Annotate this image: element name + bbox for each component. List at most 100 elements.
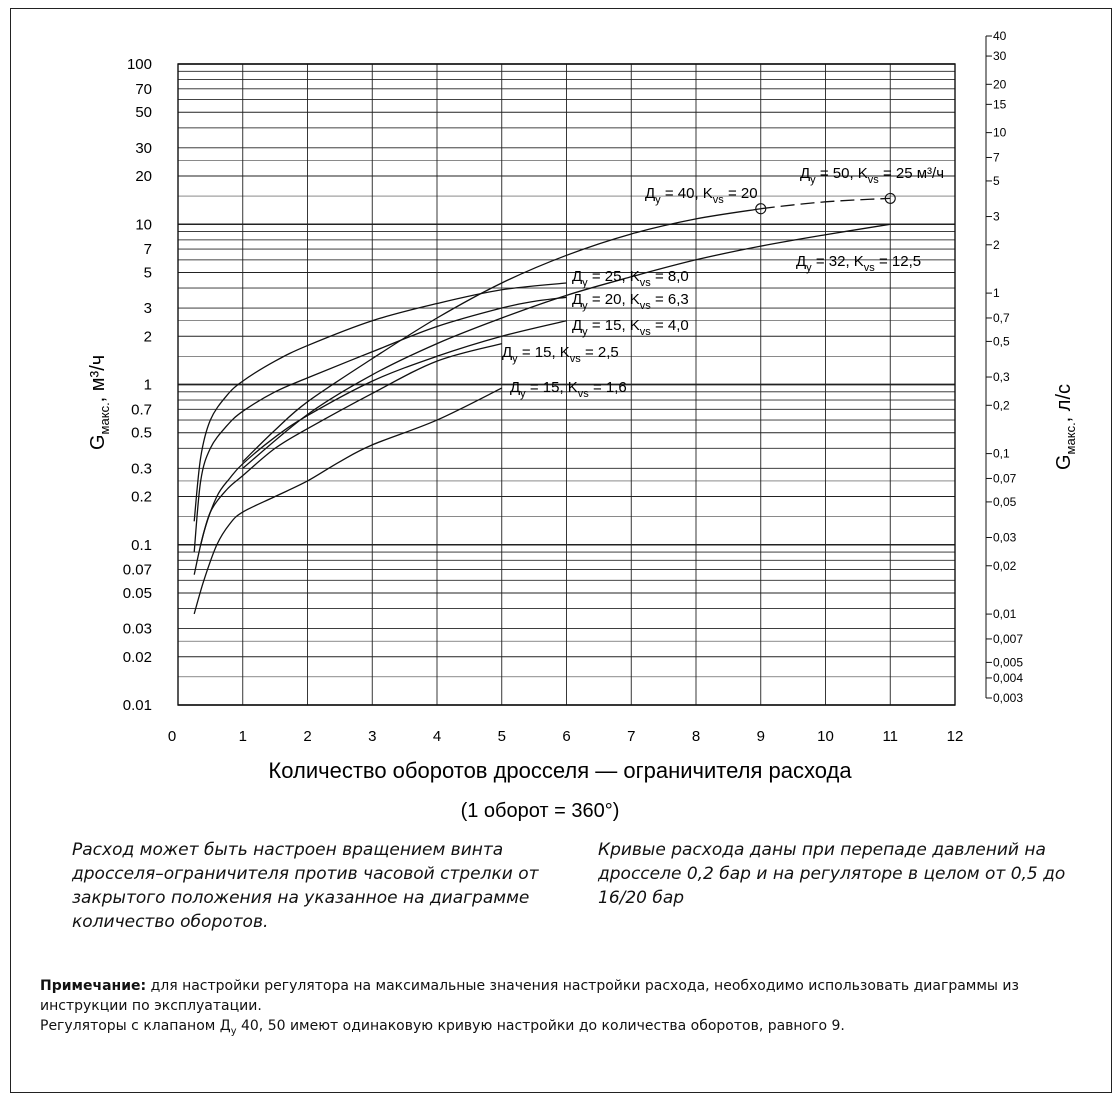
plot-area bbox=[177, 63, 956, 706]
series-line-6 bbox=[193, 320, 567, 575]
y2-tick-label: 30 bbox=[993, 49, 1007, 63]
y2-tick-label: 0,3 bbox=[993, 370, 1010, 384]
y-tick-label: 10 bbox=[135, 216, 152, 233]
curve-label-part: у bbox=[810, 174, 816, 186]
y-tick-label: 0.01 bbox=[123, 697, 152, 714]
grid bbox=[177, 63, 956, 706]
y2-tick-label: 0,1 bbox=[993, 447, 1010, 461]
note-text: для настройки регулятора на максимальные… bbox=[40, 978, 1019, 1014]
x-tick-label: 2 bbox=[303, 728, 311, 745]
y-tick-label: 7 bbox=[144, 241, 152, 258]
curve-label-part: = 25, K bbox=[588, 268, 640, 285]
curve-label-part: Д bbox=[572, 268, 582, 285]
y2-tick-label: 7 bbox=[993, 150, 1000, 164]
flow-chart: 1007050302010753210.70.50.30.20.10.070.0… bbox=[87, 29, 1078, 822]
curve-label-part: = 25 м³/ч bbox=[879, 165, 944, 182]
y-tick-label: 0.07 bbox=[123, 562, 152, 579]
y2-tick-label: 10 bbox=[993, 126, 1007, 140]
curve-label-part: vs bbox=[868, 174, 880, 186]
y2-axis-title-main: G bbox=[1053, 454, 1075, 470]
x-tick-label: 4 bbox=[433, 728, 441, 745]
curve-label-part: vs bbox=[578, 388, 590, 400]
y-axis-title-main: G bbox=[87, 434, 109, 450]
curve-label-part: = 15, K bbox=[518, 344, 570, 361]
curve-label-4: Ду = 25, Kvs = 8,0 bbox=[572, 268, 689, 289]
note2-part-a: Регуляторы с клапаном Д bbox=[40, 1018, 231, 1034]
curves bbox=[193, 197, 891, 615]
y2-tick-label: 0,7 bbox=[993, 311, 1010, 325]
y2-tick-label: 0,003 bbox=[993, 691, 1023, 705]
y-tick-label: 30 bbox=[135, 140, 152, 157]
series-line-4 bbox=[193, 282, 567, 522]
curve-label-part: Д bbox=[796, 253, 806, 270]
x-tick-label: 8 bbox=[692, 728, 700, 745]
right-axis: 40 30 20 15 10 7 5 3 2 1 0,7 0,5 0,3 0,2 0,1 0,07 0,05 0,… bbox=[985, 29, 1023, 705]
y2-tick-label: 15 bbox=[993, 97, 1007, 111]
curve-label-part: = 1,6 bbox=[589, 379, 627, 396]
y2-tick-label: 0,007 bbox=[993, 632, 1023, 646]
curve-label-part: у bbox=[582, 300, 588, 312]
note2-part-b: 40, 50 имеют одинаковую кривую настройки… bbox=[236, 1018, 845, 1034]
curve-label-part: vs bbox=[640, 300, 652, 312]
footnote-line-1: Примечание: для настройки регулятора на … bbox=[40, 976, 1090, 1016]
curve-label-part: у bbox=[806, 262, 812, 274]
series-line-2 bbox=[242, 208, 761, 463]
note-label: Примечание: bbox=[40, 978, 147, 994]
curve-label-part: у bbox=[512, 353, 518, 365]
y-tick-label: 0.02 bbox=[123, 649, 152, 666]
x-axis-note: (1 оборот = 360°) bbox=[461, 800, 620, 822]
y2-tick-label: 3 bbox=[993, 210, 1000, 224]
x-tick-label: 1 bbox=[239, 728, 247, 745]
y-tick-label: 100 bbox=[127, 56, 152, 73]
curve-label-part: = 50, K bbox=[816, 165, 868, 182]
curve-label-3: Ду = 32, Kvs = 12,5 bbox=[796, 253, 921, 274]
curve-label-part: = 4,0 bbox=[651, 317, 689, 334]
curve-label-part: vs bbox=[640, 326, 652, 338]
y-tick-label: 5 bbox=[144, 264, 152, 281]
note2-sub: у bbox=[230, 1025, 237, 1037]
y-tick-label: 2 bbox=[144, 328, 152, 345]
y-tick-label: 0.1 bbox=[131, 537, 152, 554]
curve-label-5: Ду = 20, Kvs = 6,3 bbox=[572, 291, 689, 312]
x-tick-label: 5 bbox=[498, 728, 506, 745]
curve-label-part: Д bbox=[645, 185, 655, 202]
y-axis-title-sub: макс. bbox=[97, 402, 112, 434]
y2-tick-label: 0,004 bbox=[993, 671, 1023, 685]
x-tick-label: 12 bbox=[947, 728, 964, 745]
curve-label-part: у bbox=[655, 194, 661, 206]
curve-label-part: = 8,0 bbox=[651, 268, 689, 285]
x-tick-label: 9 bbox=[757, 728, 765, 745]
curve-label-6: Ду = 15, Kvs = 4,0 bbox=[572, 317, 689, 338]
y-axis-title-unit: , м³/ч bbox=[87, 355, 109, 403]
series-line-7 bbox=[200, 342, 502, 545]
curve-label-part: Д bbox=[510, 379, 520, 396]
y2-tick-label: 1 bbox=[993, 286, 1000, 300]
y2-tick-label: 0,005 bbox=[993, 655, 1023, 669]
y2-tick-label: 20 bbox=[993, 77, 1007, 91]
series-line-3 bbox=[242, 223, 891, 469]
curve-label-part: = 15, K bbox=[588, 317, 640, 334]
curve-label-part: = 15, K bbox=[526, 379, 578, 396]
marker-du40-end bbox=[755, 203, 767, 215]
y2-axis-title: Gмакс., л/с bbox=[1053, 384, 1078, 470]
curve-label-part: Д bbox=[572, 317, 582, 334]
curve-label-1: Ду = 50, Kvs = 25 м³/ч bbox=[800, 165, 944, 186]
y-tick-label: 0.03 bbox=[123, 621, 152, 638]
series-line-5 bbox=[193, 296, 567, 553]
description-right: Кривые расхода даны при перепаде давлени… bbox=[598, 840, 1066, 908]
curve-label-part: у bbox=[582, 326, 588, 338]
curve-label-part: у bbox=[582, 277, 588, 289]
x-tick-label: 6 bbox=[562, 728, 570, 745]
y2-tick-label: 0,03 bbox=[993, 531, 1017, 545]
y-tick-label: 20 bbox=[135, 168, 152, 185]
y-tick-label: 0.5 bbox=[131, 425, 152, 442]
series-line-1 bbox=[760, 197, 891, 210]
footnote: Примечание: для настройки регулятора на … bbox=[40, 976, 1090, 1042]
curve-label-part: vs bbox=[570, 353, 582, 365]
y2-tick-label: 0,07 bbox=[993, 471, 1017, 485]
curve-label-part: vs bbox=[713, 194, 725, 206]
curve-label-part: = 40, K bbox=[661, 185, 713, 202]
curve-label-part: Д bbox=[800, 165, 810, 182]
curve-label-part: = 6,3 bbox=[651, 291, 689, 308]
y-tick-label: 0.05 bbox=[123, 585, 152, 602]
